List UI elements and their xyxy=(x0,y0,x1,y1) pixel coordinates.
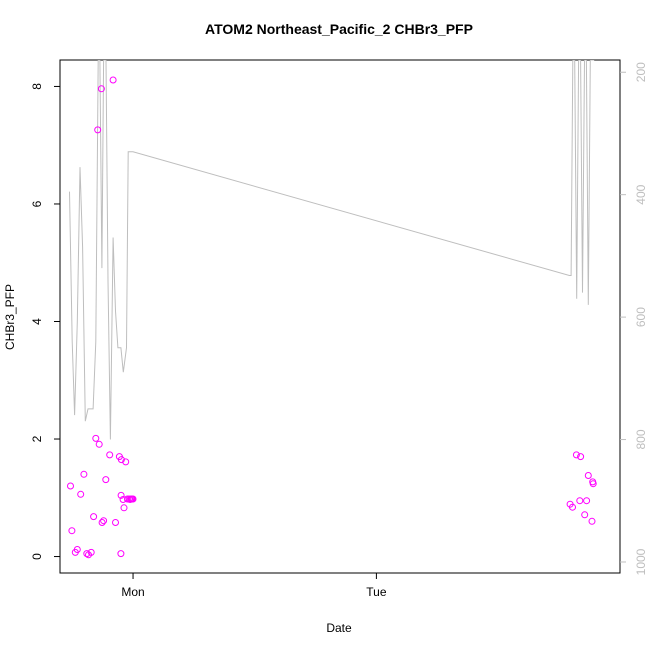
data-point xyxy=(588,517,596,525)
data-point xyxy=(92,434,100,442)
data-point xyxy=(572,451,580,459)
data-point xyxy=(106,451,114,459)
y-tick-label: 6 xyxy=(30,200,44,207)
x-axis-label: Date xyxy=(326,621,352,635)
y-right-tick-label: 400 xyxy=(634,184,648,204)
data-point xyxy=(77,490,85,498)
y-tick-label: 4 xyxy=(30,318,44,325)
data-point xyxy=(581,511,589,519)
data-point xyxy=(122,458,130,466)
data-point xyxy=(102,476,110,484)
y-right-tick-label: 800 xyxy=(634,429,648,449)
data-point xyxy=(576,497,584,505)
data-point xyxy=(583,497,591,505)
chart-title: ATOM2 Northeast_Pacific_2 CHBr3_PFP xyxy=(205,21,473,37)
plot-frame xyxy=(59,59,621,574)
y-tick-label: 0 xyxy=(30,553,44,560)
point-series-layer xyxy=(67,76,597,559)
data-point xyxy=(589,480,597,488)
x-tick-label: Mon xyxy=(121,585,144,599)
data-point xyxy=(68,527,76,535)
data-point xyxy=(73,546,81,553)
data-point xyxy=(577,453,585,461)
data-point xyxy=(98,519,106,526)
data-point xyxy=(67,482,74,490)
data-point xyxy=(90,513,98,521)
data-point xyxy=(95,440,103,448)
y-tick-label: 2 xyxy=(30,435,44,442)
y-axis-right: 200 400 600 800 1000 xyxy=(620,62,648,575)
line-series-0 xyxy=(69,60,595,440)
y-right-tick-label: 200 xyxy=(634,62,648,82)
data-point xyxy=(109,76,117,84)
data-point xyxy=(584,472,592,479)
y-axis-label: CHBr3_PFP xyxy=(3,284,17,350)
data-point xyxy=(100,517,108,525)
y-axis: 0 2 4 6 8 xyxy=(30,83,60,560)
data-point xyxy=(80,470,88,478)
data-point xyxy=(97,85,105,93)
data-point xyxy=(117,491,125,499)
data-point xyxy=(129,495,137,503)
y-right-tick-label: 1000 xyxy=(634,548,648,575)
data-point xyxy=(83,550,91,558)
data-point xyxy=(569,503,576,511)
data-point xyxy=(120,504,128,512)
data-point xyxy=(117,550,125,558)
data-point xyxy=(94,126,102,134)
y-right-tick-label: 600 xyxy=(634,307,648,327)
y-tick-label: 8 xyxy=(30,83,44,90)
data-point xyxy=(87,548,95,556)
x-tick-label: Tue xyxy=(366,585,387,599)
x-axis: Mon Tue xyxy=(121,573,387,599)
data-point xyxy=(112,519,119,526)
line-series-layer xyxy=(69,60,595,440)
